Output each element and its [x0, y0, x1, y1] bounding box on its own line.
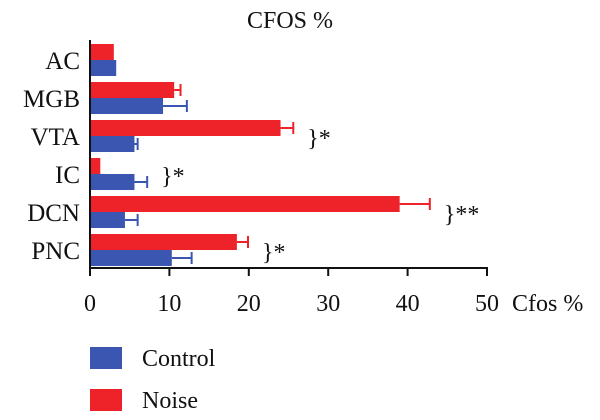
- x-tick-label-10: 10: [157, 291, 181, 317]
- x-tick-label-0: 0: [84, 291, 96, 317]
- category-label-pnc: PNC: [31, 238, 80, 265]
- category-label-mgb: MGB: [23, 86, 80, 113]
- significance-group: }* }* }** }*: [161, 126, 479, 266]
- significance-label-pnc: }*: [262, 240, 286, 266]
- legend-swatch-control: [90, 347, 122, 369]
- bar-ic-noise: [90, 158, 101, 174]
- bar-dcn-noise: [90, 196, 400, 212]
- category-label-ic: IC: [55, 162, 80, 189]
- bar-ic-control: [90, 174, 135, 190]
- category-label-vta: VTA: [31, 124, 80, 151]
- category-label-ac: AC: [45, 48, 80, 75]
- legend-label-noise: Noise: [142, 388, 198, 414]
- bar-dcn-control: [90, 212, 125, 228]
- significance-label-dcn: }**: [444, 202, 480, 228]
- bar-pnc-noise: [90, 234, 237, 250]
- bar-mgb-control: [90, 98, 164, 114]
- bar-mgb-noise: [90, 82, 175, 98]
- bar-ac-noise: [90, 44, 114, 60]
- x-tick-label-30: 30: [316, 291, 340, 317]
- x-tick-label-50: 50: [475, 291, 499, 317]
- bar-vta-control: [90, 136, 135, 152]
- error-bars-group: [124, 84, 431, 264]
- significance-label-ic: }*: [161, 164, 185, 190]
- x-tick-label-40: 40: [396, 291, 420, 317]
- bar-ac-control: [90, 60, 117, 76]
- x-axis-title: Cfos %: [512, 291, 583, 317]
- legend: Control Noise: [90, 346, 216, 414]
- bar-vta-noise: [90, 120, 281, 136]
- significance-label-vta: }*: [307, 126, 331, 152]
- category-labels-group: AC MGB VTA IC DCN PNC: [23, 48, 80, 265]
- x-tick-label-20: 20: [237, 291, 261, 317]
- legend-swatch-noise: [90, 389, 122, 411]
- x-ticks-group: 0 10 20 30 40 50: [84, 268, 499, 317]
- bars-group: [90, 44, 400, 266]
- bar-pnc-control: [90, 250, 172, 266]
- category-label-dcn: DCN: [27, 200, 80, 227]
- chart-title: CFOS %: [247, 8, 333, 34]
- legend-label-control: Control: [142, 346, 216, 372]
